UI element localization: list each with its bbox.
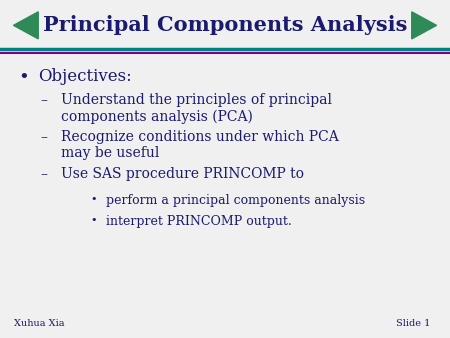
Text: –: – [40,167,48,181]
Text: Recognize conditions under which PCA
may be useful: Recognize conditions under which PCA may… [61,130,338,160]
Text: Objectives:: Objectives: [38,68,132,84]
Text: Principal Components Analysis: Principal Components Analysis [43,15,407,35]
Text: Slide 1: Slide 1 [396,319,430,328]
Text: perform a principal components analysis: perform a principal components analysis [106,194,365,207]
Text: •: • [90,194,96,204]
Polygon shape [14,12,38,39]
Text: interpret PRINCOMP output.: interpret PRINCOMP output. [106,215,292,227]
Text: –: – [40,93,48,107]
Text: Xuhua Xia: Xuhua Xia [14,319,64,328]
Text: Understand the principles of principal
components analysis (PCA): Understand the principles of principal c… [61,93,332,124]
Text: –: – [40,130,48,144]
Text: •: • [90,215,96,225]
Text: •: • [18,68,29,86]
Text: Use SAS procedure PRINCOMP to: Use SAS procedure PRINCOMP to [61,167,304,181]
Polygon shape [412,12,436,39]
